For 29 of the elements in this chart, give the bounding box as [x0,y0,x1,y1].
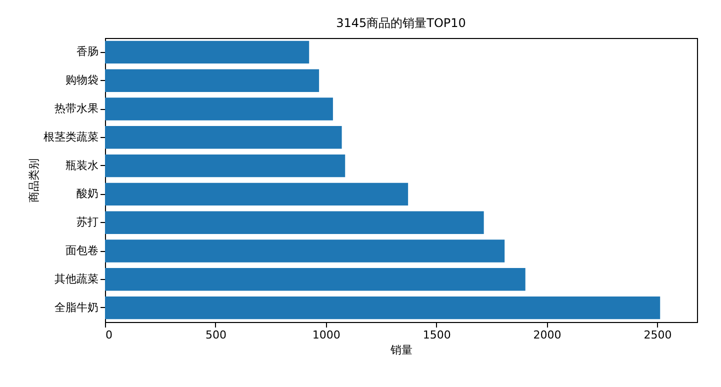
bar [105,126,342,149]
x-tick-label: 500 [205,328,226,342]
y-tick-label: 其他蔬菜 [54,272,98,286]
x-tick-label: 1000 [312,328,340,342]
bar [105,98,333,120]
y-tick-label: 苏打 [76,216,98,229]
bar [105,240,505,262]
bar [105,69,320,92]
bar [105,40,310,64]
bar [105,211,484,234]
chart-title: 3145商品的销量TOP10 [336,16,466,30]
y-tick-label: 购物袋 [66,74,98,87]
x-tick-label: 0 [106,328,112,342]
bar [105,182,408,206]
y-tick-label: 全脂牛奶 [54,300,98,314]
y-tick-label: 香肠 [76,45,98,58]
y-tick-label: 根茎类蔬菜 [44,130,98,144]
y-tick-label: 热带水果 [54,102,98,115]
bar [105,296,660,320]
y-axis-title: 商品类别 [28,158,40,202]
y-tick-label: 酸奶 [76,187,98,200]
x-tick-label: 2500 [644,328,672,342]
bar [105,268,526,291]
bar [105,154,346,178]
y-tick-label: 面包卷 [66,244,98,257]
y-tick-label: 瓶装水 [66,158,98,172]
x-axis-title: 销量 [390,344,412,356]
x-tick-label: 2000 [533,328,562,342]
x-tick-label: 1500 [422,328,451,342]
